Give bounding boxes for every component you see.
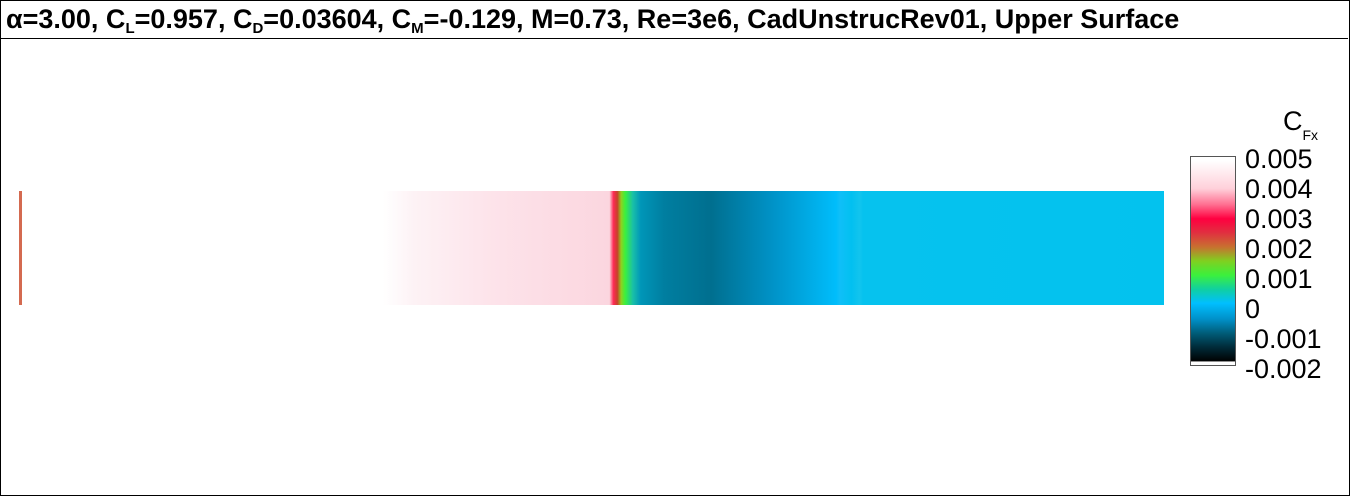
colorbar-tick-label: -0.001: [1245, 324, 1322, 354]
colorbar-tick-label: -0.002: [1245, 354, 1322, 384]
colorbar-tick-label: 0.003: [1245, 204, 1313, 234]
title-cl-sub: L: [125, 20, 135, 37]
colorbar-fill: [1191, 160, 1235, 362]
legend-title-main: C: [1283, 106, 1303, 136]
contour-fill: [383, 191, 1164, 305]
title-cm-sub: M: [411, 20, 424, 37]
colorbar: [1190, 156, 1236, 366]
title-cl: =0.957, C: [134, 4, 253, 34]
upper-surface-contour: [383, 191, 1164, 305]
legend-title-sub: Fx: [1302, 127, 1319, 143]
title-cd: =0.03604, C: [263, 4, 412, 34]
colorbar-tick-label: 0.002: [1245, 234, 1313, 264]
colorbar-tick-label: 0: [1245, 294, 1261, 324]
leading-edge-line: [19, 191, 22, 305]
title-cd-sub: D: [252, 20, 264, 37]
title-alpha: =3.00, C: [22, 4, 126, 34]
colorbar-tick-label: 0.005: [1245, 144, 1313, 174]
colorbar-tick-label: 0.004: [1245, 174, 1313, 204]
title-bar: α=3.00, CL=0.957, CD=0.03604, CM=-0.129,…: [0, 0, 1348, 39]
title-rest: =-0.129, M=0.73, Re=3e6, CadUnstrucRev01…: [423, 4, 1180, 34]
alpha-symbol: α: [6, 4, 23, 34]
legend-title: CFx: [1283, 106, 1318, 143]
colorbar-tick-label: 0.001: [1245, 264, 1313, 294]
plot-title: α=3.00, CL=0.957, CD=0.03604, CM=-0.129,…: [6, 4, 1179, 37]
